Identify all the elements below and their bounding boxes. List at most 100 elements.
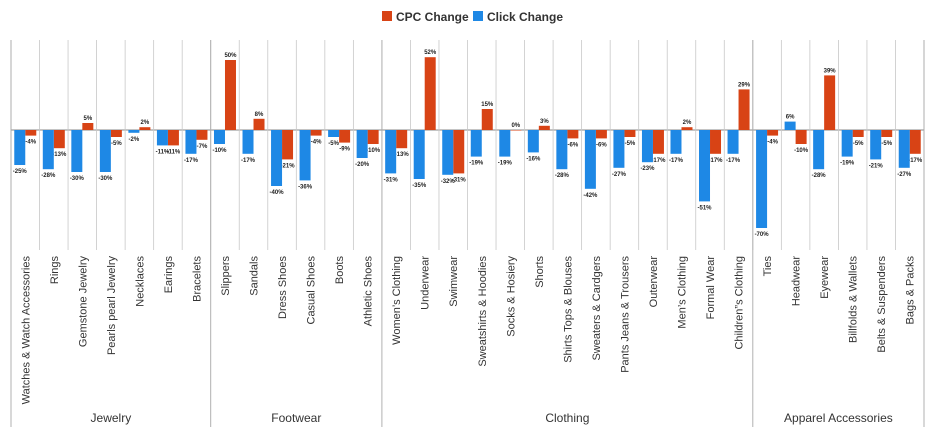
bar-cpc-change-children-s-clothing[interactable] xyxy=(738,89,750,130)
bar-click-change-shorts[interactable] xyxy=(527,130,539,153)
bar-cpc-change-shirts-tops-blouses[interactable] xyxy=(567,130,579,139)
data-label-click-change-earings: -11% xyxy=(156,149,170,155)
data-label-cpc-change-sweatshirts-hoodies: 15% xyxy=(481,102,494,108)
bar-click-change-shirts-tops-blouses[interactable] xyxy=(556,130,568,170)
bar-cpc-change-bracelets[interactable] xyxy=(196,130,208,140)
category-label-swimwear: Swimwear xyxy=(448,256,460,307)
data-label-click-change-shorts: -16% xyxy=(526,156,541,162)
bar-cpc-change-watches-watch-accessories[interactable] xyxy=(25,130,37,136)
data-label-click-change-casual-shoes: -36% xyxy=(298,184,313,190)
bar-click-change-men-s-clothing[interactable] xyxy=(670,130,682,154)
bar-click-change-pearls-pearl-jewelry[interactable] xyxy=(99,130,111,172)
bar-click-change-sandals[interactable] xyxy=(242,130,254,154)
bar-click-change-casual-shoes[interactable] xyxy=(299,130,311,181)
data-label-click-change-women-s-clothing: -31% xyxy=(384,177,399,183)
bar-cpc-change-slippers[interactable] xyxy=(224,60,236,130)
bar-cpc-change-underwear[interactable] xyxy=(424,57,436,131)
bar-cpc-change-swimwear[interactable] xyxy=(453,130,465,174)
category-label-watches-watch-accessories: Watches & Watch Accessories xyxy=(20,256,32,405)
bar-cpc-change-headwear[interactable] xyxy=(795,130,807,144)
category-label-bracelets: Bracelets xyxy=(191,256,203,302)
bar-click-change-boots[interactable] xyxy=(328,130,340,137)
bar-click-change-formal-wear[interactable] xyxy=(699,130,711,202)
bar-cpc-change-outerwear[interactable] xyxy=(652,130,664,154)
bar-click-change-ties[interactable] xyxy=(756,130,768,228)
bar-cpc-change-earings[interactable] xyxy=(167,130,179,146)
bar-cpc-change-billfolds-wallets[interactable] xyxy=(852,130,864,137)
bar-cpc-change-formal-wear[interactable] xyxy=(710,130,722,154)
bar-click-change-headwear[interactable] xyxy=(784,121,796,130)
bar-click-change-bags-packs[interactable] xyxy=(898,130,910,168)
bar-cpc-change-eyewear[interactable] xyxy=(824,75,836,130)
bar-cpc-change-shorts[interactable] xyxy=(538,125,550,130)
data-label-cpc-change-athletic-shoes: -10% xyxy=(366,148,381,154)
data-label-click-change-sweaters-cardgers: -42% xyxy=(583,193,598,199)
bar-click-change-swimwear[interactable] xyxy=(442,130,454,175)
bar-cpc-change-men-s-clothing[interactable] xyxy=(681,127,693,130)
bar-cpc-change-bags-packs[interactable] xyxy=(909,130,921,154)
bar-cpc-change-women-s-clothing[interactable] xyxy=(396,130,408,149)
bar-cpc-change-socks-hosiery[interactable] xyxy=(510,130,522,131)
bar-cpc-change-rings[interactable] xyxy=(53,130,65,149)
bar-cpc-change-pants-jeans-trousers[interactable] xyxy=(624,130,636,137)
bar-cpc-change-sweaters-cardgers[interactable] xyxy=(595,130,607,139)
bar-cpc-change-sweatshirts-hoodies[interactable] xyxy=(481,109,493,130)
bar-click-change-outerwear[interactable] xyxy=(641,130,653,163)
bar-click-change-bracelets[interactable] xyxy=(185,130,197,154)
bar-click-change-sweaters-cardgers[interactable] xyxy=(584,130,596,189)
bar-click-change-slippers[interactable] xyxy=(213,130,225,144)
bar-click-change-earings[interactable] xyxy=(156,130,168,146)
category-label-ties: Ties xyxy=(762,256,774,277)
bar-cpc-change-pearls-pearl-jewelry[interactable] xyxy=(110,130,122,137)
bar-cpc-change-boots[interactable] xyxy=(339,130,351,143)
bar-click-change-dress-shoes[interactable] xyxy=(271,130,283,186)
data-label-cpc-change-pearls-pearl-jewelry: -5% xyxy=(111,141,122,147)
data-label-click-change-socks-hosiery: -19% xyxy=(498,161,513,167)
legend-item-cpc-change[interactable]: CPC Change xyxy=(382,10,469,24)
bar-click-change-watches-watch-accessories[interactable] xyxy=(14,130,26,165)
bar-click-change-women-s-clothing[interactable] xyxy=(385,130,397,174)
bar-cpc-change-ties[interactable] xyxy=(767,130,779,136)
bar-cpc-change-belts-suspenders[interactable] xyxy=(881,130,893,137)
bar-click-change-billfolds-wallets[interactable] xyxy=(841,130,853,157)
category-label-bags-packs: Bags & Packs xyxy=(905,256,917,325)
bar-cpc-change-necklaces[interactable] xyxy=(139,127,151,130)
data-label-cpc-change-headwear: -10% xyxy=(794,148,809,154)
data-label-click-change-formal-wear: -51% xyxy=(698,205,713,211)
data-label-click-change-eyewear: -28% xyxy=(812,173,827,179)
bar-click-change-socks-hosiery[interactable] xyxy=(499,130,511,157)
bar-click-change-gemstone-jewelry[interactable] xyxy=(71,130,83,172)
data-label-cpc-change-rings: -13% xyxy=(52,152,67,158)
category-label-women-s-clothing: Women’s Clothing xyxy=(391,256,403,345)
data-label-cpc-change-socks-hosiery: 0% xyxy=(511,123,520,129)
category-label-rings: Rings xyxy=(49,256,61,285)
bar-cpc-change-casual-shoes[interactable] xyxy=(310,130,322,136)
bar-click-change-necklaces[interactable] xyxy=(128,130,140,133)
category-label-sweatshirts-hoodies: Sweatshirts & Hoodies xyxy=(477,256,489,367)
legend-item-click-change[interactable]: Click Change xyxy=(473,10,563,24)
category-label-boots: Boots xyxy=(334,256,346,285)
bar-click-change-eyewear[interactable] xyxy=(813,130,825,170)
data-label-click-change-ties: -70% xyxy=(755,232,770,238)
data-label-click-change-slippers: -10% xyxy=(212,148,227,154)
bar-click-change-sweatshirts-hoodies[interactable] xyxy=(470,130,482,157)
bar-cpc-change-gemstone-jewelry[interactable] xyxy=(82,123,94,130)
bar-cpc-change-dress-shoes[interactable] xyxy=(282,130,294,160)
bar-cpc-change-athletic-shoes[interactable] xyxy=(367,130,379,144)
legend-swatch-cpc-change xyxy=(382,11,392,21)
data-label-cpc-change-sweaters-cardgers: -6% xyxy=(596,142,607,148)
bar-click-change-underwear[interactable] xyxy=(413,130,425,179)
category-label-casual-shoes: Casual Shoes xyxy=(306,256,318,325)
bar-click-change-pants-jeans-trousers[interactable] xyxy=(613,130,625,168)
data-label-click-change-gemstone-jewelry: -30% xyxy=(70,176,85,182)
data-label-click-change-belts-suspenders: -21% xyxy=(869,163,884,169)
category-label-slippers: Slippers xyxy=(220,256,232,296)
data-label-cpc-change-outerwear: -17% xyxy=(651,158,666,164)
bar-cpc-change-sandals[interactable] xyxy=(253,118,265,130)
data-label-click-change-boots: -5% xyxy=(328,141,339,147)
bar-click-change-athletic-shoes[interactable] xyxy=(356,130,368,158)
bar-click-change-rings[interactable] xyxy=(42,130,54,170)
bar-click-change-belts-suspenders[interactable] xyxy=(870,130,882,160)
bar-click-change-children-s-clothing[interactable] xyxy=(727,130,739,154)
